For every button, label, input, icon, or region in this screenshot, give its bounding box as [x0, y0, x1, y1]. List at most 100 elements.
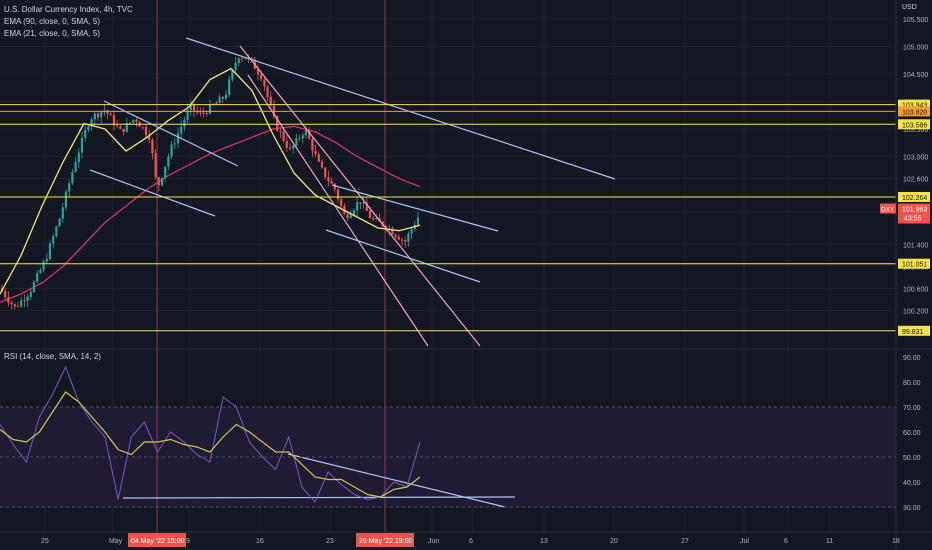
time-tick-label: 18 — [892, 538, 900, 545]
candle-body — [154, 153, 157, 178]
candle-body — [61, 207, 64, 219]
candle-body — [340, 199, 343, 207]
time-marker-tag-1: 26 May '22 19:00 — [359, 538, 413, 545]
candle-body — [349, 214, 352, 218]
price-tag-value: 101.963 — [902, 207, 927, 214]
candle-body — [16, 306, 20, 308]
time-marker-tag-0: 04 May '22 15:00 — [131, 538, 185, 545]
level-tag-text-4: 101.051 — [902, 262, 927, 269]
candle-body — [176, 133, 180, 144]
candle-body — [365, 202, 368, 211]
candle-body — [368, 210, 372, 219]
time-tick-label: May — [109, 538, 123, 545]
price-tick-label: 104.500 — [903, 72, 928, 79]
candle-body — [58, 218, 61, 227]
time-tick-label: 20 — [610, 538, 618, 545]
time-axis[interactable]: 25 May 9 16 23 Jun 6 13 20 27 Jul 6 11 18 04 May '22 1… — [0, 531, 932, 547]
candle-body — [52, 236, 55, 244]
candle-body — [327, 177, 330, 181]
rsi-axis[interactable]: 90.00 80.00 70.00 60.00 50.00 40.00 30.00 — [903, 355, 921, 512]
candle-body — [173, 143, 176, 145]
ema21-legend[interactable]: EMA (21, close, 0, SMA, 5) — [4, 29, 101, 38]
rsi-ma-line — [0, 391, 421, 498]
channel-pink-1 — [239, 45, 481, 347]
rsi-legend[interactable]: RSI (14, close, SMA, 14, 2) — [4, 352, 101, 361]
candle-body — [394, 234, 397, 237]
candle-body — [45, 258, 48, 262]
rsi-tick-label: 60.00 — [903, 430, 921, 437]
candle-body — [112, 115, 116, 126]
candle-body — [231, 69, 234, 80]
candle-body — [135, 119, 138, 122]
candle-body — [87, 126, 90, 131]
candle-body — [96, 113, 100, 118]
candle-body — [228, 79, 231, 95]
time-tick-label: 27 — [681, 538, 689, 545]
candle-body — [160, 177, 164, 186]
ema90-legend[interactable]: EMA (90, close, 0, SMA, 5) — [4, 17, 101, 26]
candle-body — [7, 297, 10, 303]
candle-body — [122, 128, 125, 132]
price-tick-label: 102.600 — [903, 177, 928, 184]
candle-body — [167, 156, 170, 167]
candle-body — [148, 135, 151, 141]
rsi-trendline-down — [287, 453, 506, 508]
candle-body — [362, 202, 365, 204]
candle-body — [29, 292, 32, 297]
time-markers — [156, 0, 386, 532]
horizontal-levels[interactable] — [0, 104, 896, 332]
ema21-line — [0, 67, 421, 295]
rsi-tick-label: 80.00 — [903, 380, 921, 387]
candle-body — [301, 135, 304, 139]
candle-body — [141, 126, 144, 128]
candle-body — [221, 96, 224, 99]
candle-body — [71, 171, 74, 184]
candle-body — [352, 210, 356, 215]
candle-body — [256, 68, 260, 75]
price-tick-label: 103.500 — [903, 127, 928, 134]
candle-body — [244, 58, 247, 60]
candle-body — [23, 300, 26, 302]
candle-body — [100, 112, 103, 118]
candle-body — [208, 104, 212, 114]
candle-body — [407, 233, 410, 242]
candle-body — [416, 217, 420, 225]
chart-title[interactable]: U.S. Dollar Currency Index, 4h, TVC — [4, 5, 133, 14]
candle-body — [314, 150, 317, 155]
candle-body — [125, 122, 128, 132]
candle-body — [224, 94, 228, 99]
candle-body — [404, 239, 407, 242]
candle-body — [109, 113, 112, 116]
level-tag-text-2: 103.586 — [902, 122, 927, 129]
candle-body — [276, 116, 279, 131]
price-tick-label: 105.000 — [903, 45, 928, 52]
level-tag-bg-0 — [898, 99, 930, 110]
price-tag-countdown: 43:55 — [904, 216, 922, 223]
ema-21-layer — [0, 67, 421, 295]
candle-body — [202, 113, 205, 114]
level-tag-text-5: 99.831 — [902, 329, 924, 336]
channel-pink-2 — [247, 74, 429, 347]
time-tick-label: 11 — [826, 538, 833, 545]
candle-body — [116, 125, 119, 127]
candle-body — [13, 304, 16, 307]
candle-body — [308, 129, 311, 139]
candle-body — [84, 130, 87, 138]
candle-body — [10, 302, 13, 305]
channel-lower-bottom — [325, 229, 481, 283]
candle-body — [234, 63, 237, 70]
price-tick-label: 100.200 — [903, 309, 928, 316]
candle-body — [375, 218, 378, 220]
level-tag-text-3: 102.264 — [902, 195, 927, 202]
candle-body — [285, 140, 288, 148]
time-tick-label: 9 — [186, 538, 190, 545]
price-tick-label: 100.600 — [903, 287, 928, 294]
price-tick-label: 105.500 — [903, 17, 928, 24]
candle-body — [93, 113, 96, 120]
candle-body — [106, 110, 109, 114]
trendlines-layer[interactable] — [89, 37, 616, 508]
rsi-line — [0, 365, 421, 503]
candle-body — [42, 261, 45, 270]
